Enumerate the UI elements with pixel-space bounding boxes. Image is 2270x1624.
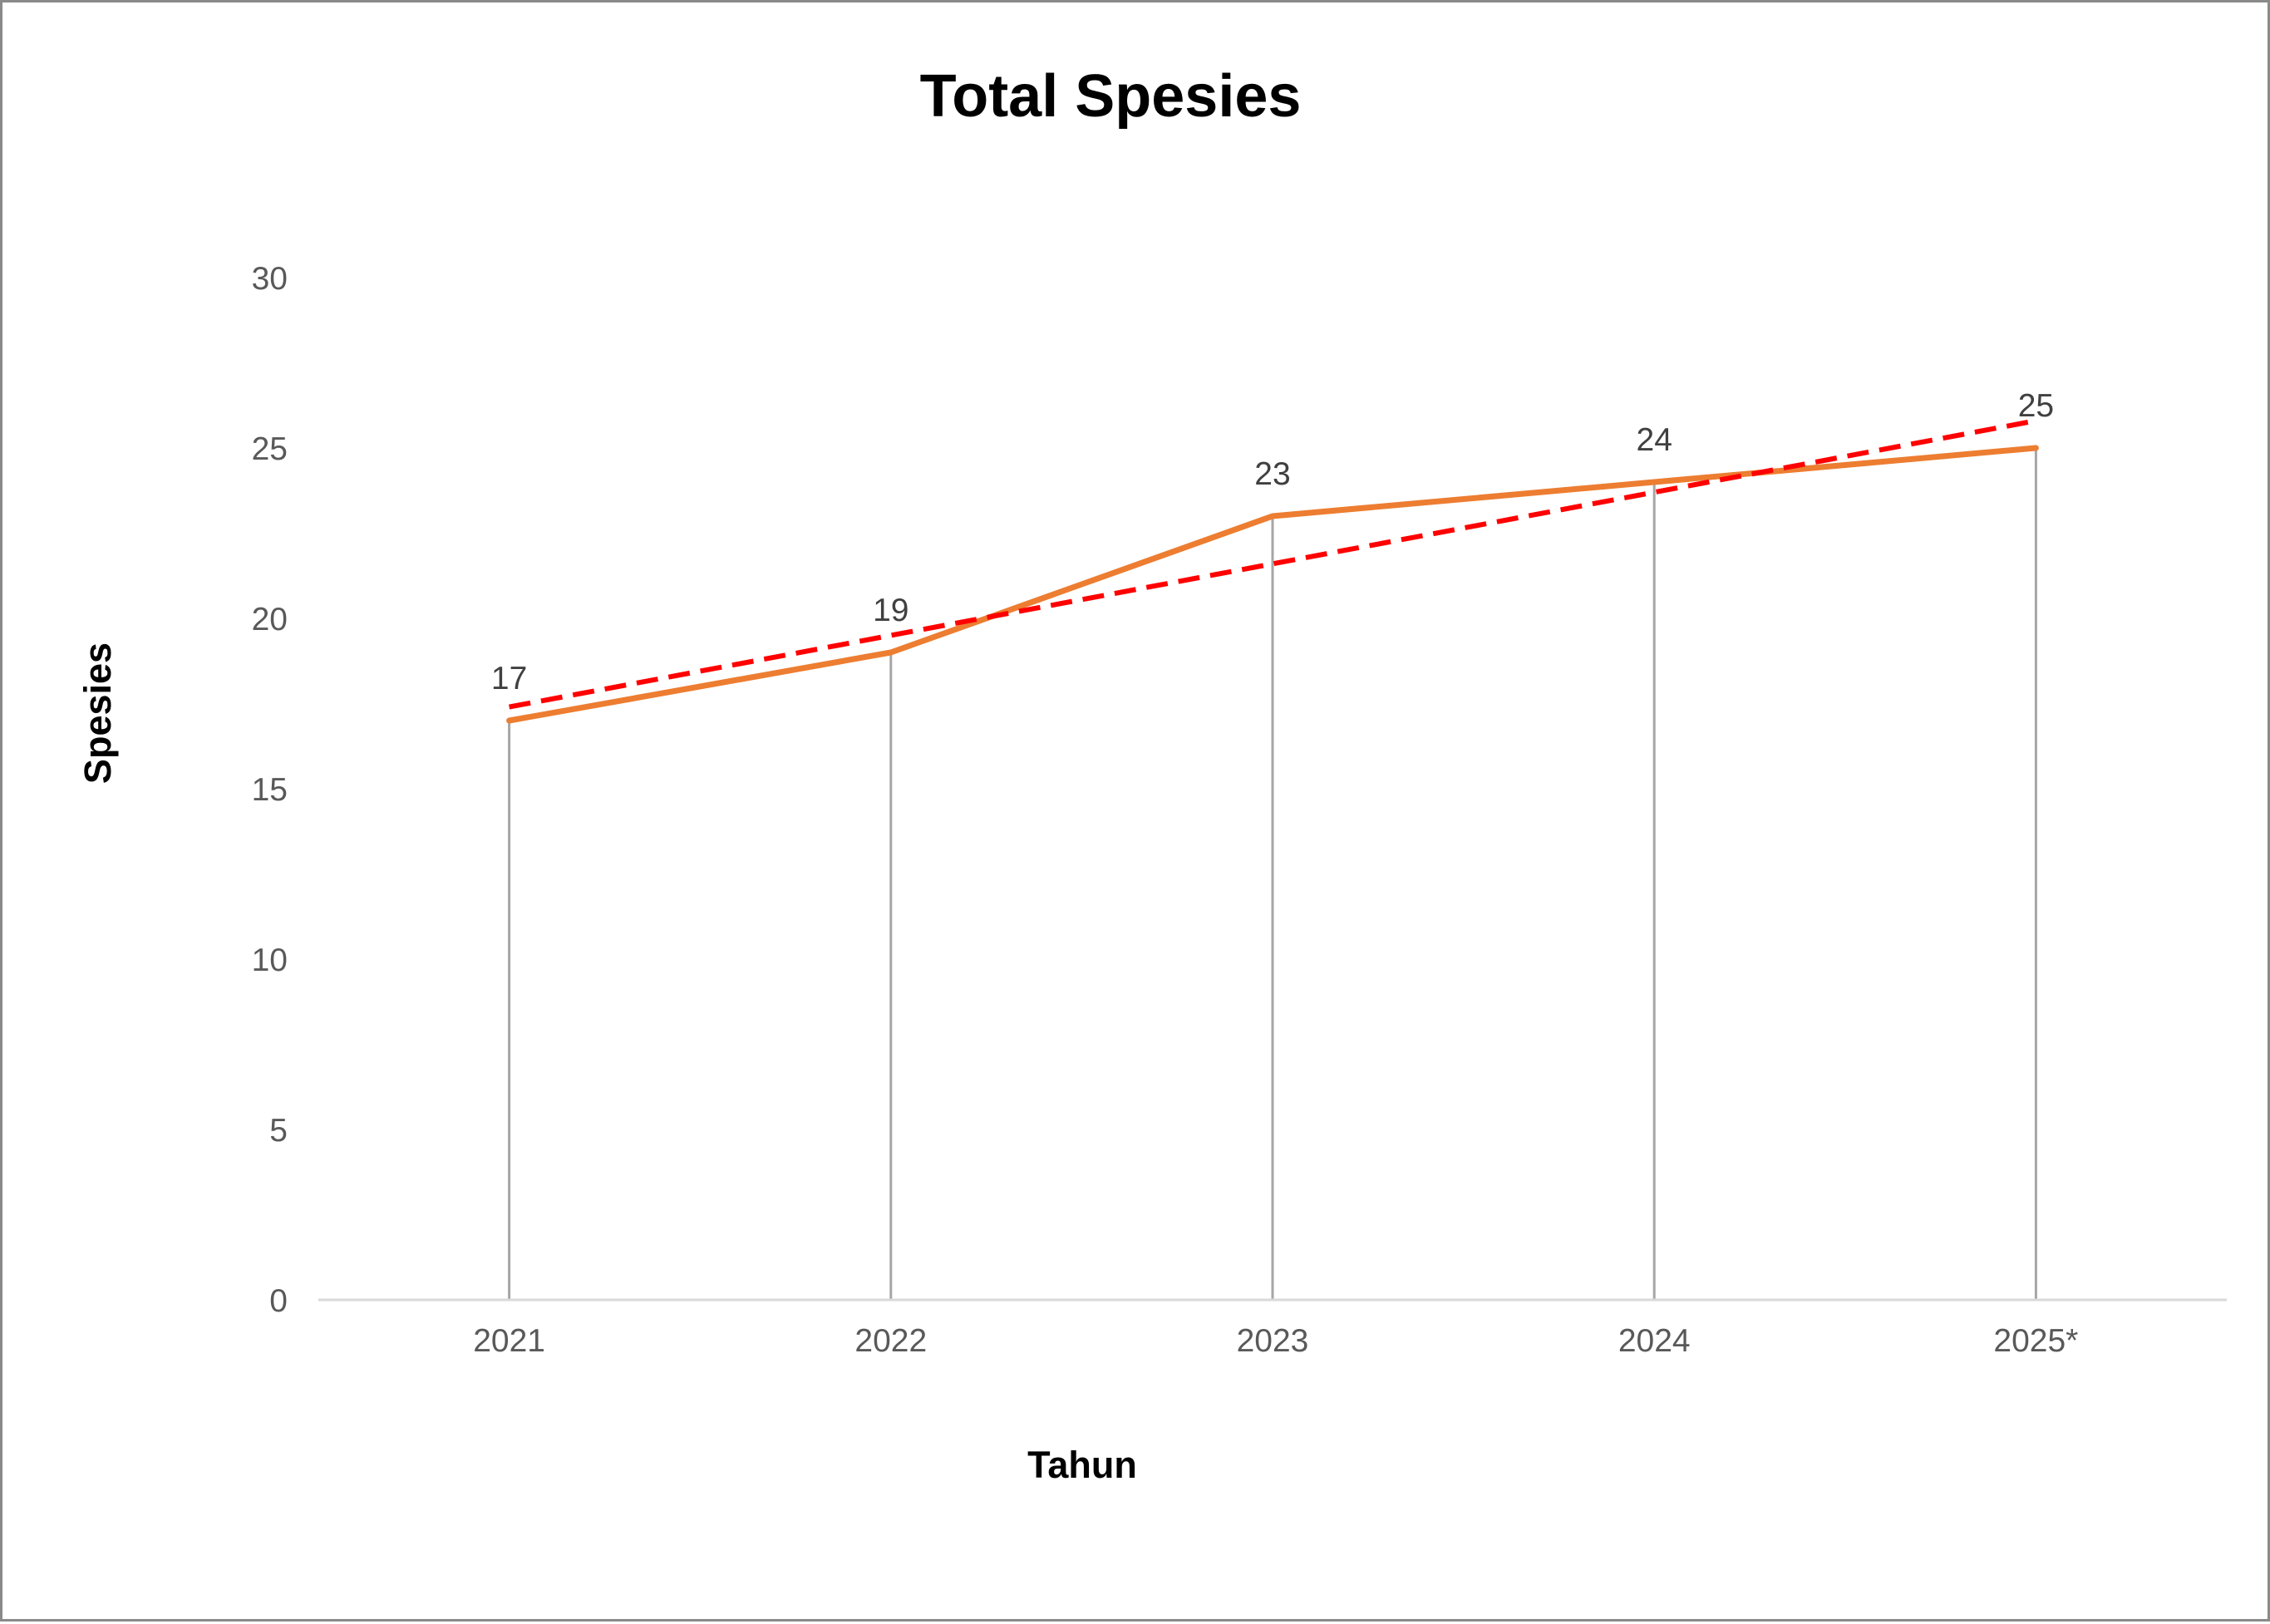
y-tick-label: 5	[269, 1113, 288, 1149]
y-tick-label: 15	[252, 772, 288, 808]
x-tick-label: 2022	[854, 1323, 927, 1359]
y-tick-label: 0	[269, 1283, 288, 1319]
x-tick-label: 2025*	[1993, 1323, 2078, 1359]
data-labels: 17 19 23 24 25	[491, 388, 2054, 696]
data-label: 19	[873, 593, 908, 628]
y-tick-label: 25	[252, 431, 288, 467]
y-tick-label: 20	[252, 602, 288, 637]
y-axis: 0 5 10 15 20 25 30	[252, 261, 288, 1319]
chart-title: Total Spesies	[920, 63, 1302, 130]
x-axis: 2021 2022 2023 2024 2025*	[473, 1323, 2078, 1359]
y-tick-label: 10	[252, 942, 288, 978]
data-label: 17	[491, 661, 527, 696]
x-tick-label: 2024	[1618, 1323, 1691, 1359]
x-tick-label: 2021	[473, 1323, 545, 1359]
x-axis-title: Tahun	[1027, 1444, 1137, 1486]
y-tick-label: 30	[252, 261, 288, 297]
y-axis-title: Spesies	[76, 642, 119, 784]
data-label: 23	[1254, 456, 1290, 492]
x-tick-label: 2023	[1237, 1323, 1309, 1359]
series-line-total-spesies	[506, 445, 2039, 724]
data-label: 24	[1637, 422, 1672, 458]
data-label: 25	[2018, 388, 2054, 424]
drop-lines	[508, 448, 2037, 1300]
